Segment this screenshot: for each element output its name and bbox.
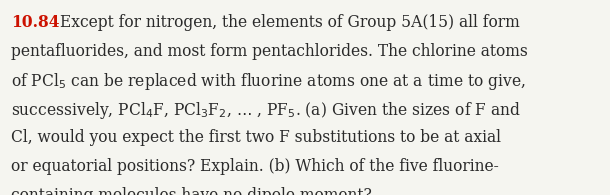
Text: containing molecules have no dipole moment?: containing molecules have no dipole mome…: [11, 187, 372, 195]
Text: Except for nitrogen, the elements of Group 5A(15) all form: Except for nitrogen, the elements of Gro…: [60, 14, 520, 31]
Text: successively, PCl$_4$F, PCl$_3$F$_2$, $\ldots$ , PF$_5$. (a) Given the sizes of : successively, PCl$_4$F, PCl$_3$F$_2$, $\…: [11, 100, 521, 121]
Text: 10.84: 10.84: [11, 14, 60, 31]
Text: Cl, would you expect the first two F substitutions to be at axial: Cl, would you expect the first two F sub…: [11, 129, 501, 146]
Text: of PCl$_5$ can be replaced with fluorine atoms one at a time to give,: of PCl$_5$ can be replaced with fluorine…: [11, 71, 526, 92]
Text: pentafluorides, and most form pentachlorides. The chlorine atoms: pentafluorides, and most form pentachlor…: [11, 43, 528, 59]
Text: or equatorial positions? Explain. (b) Which of the five fluorine-: or equatorial positions? Explain. (b) Wh…: [11, 158, 499, 175]
